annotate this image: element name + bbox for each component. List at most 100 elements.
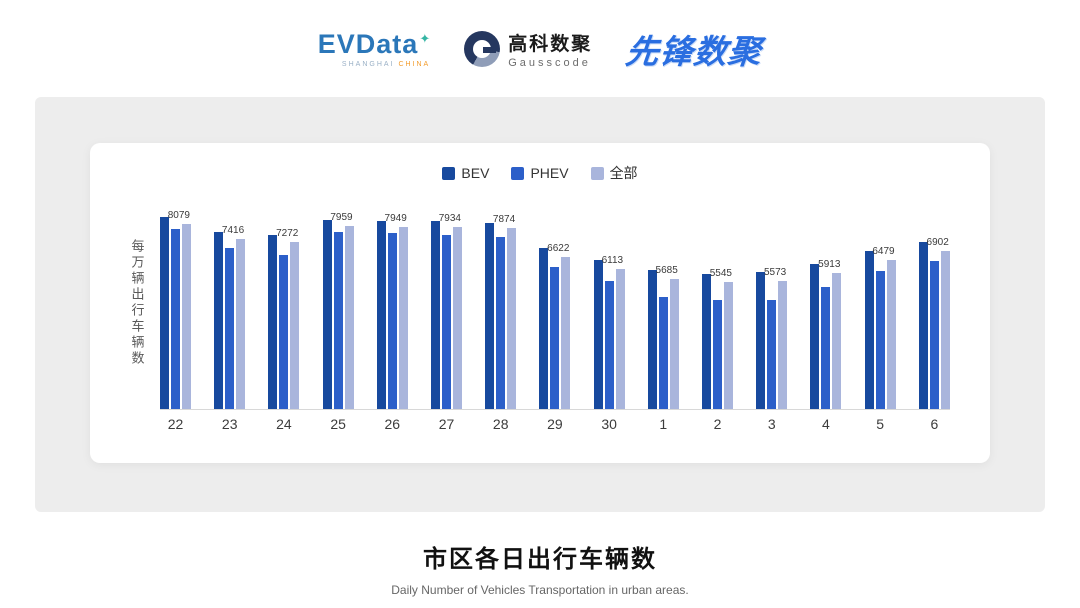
evdata-star-icon: ✦ [419, 31, 432, 46]
value-label-5: 6479 [872, 246, 895, 257]
bar-group-1: 5685 [647, 195, 679, 409]
bar-phev-28 [496, 237, 506, 409]
bar-phev-22 [171, 229, 180, 409]
bar-all-26 [398, 227, 408, 409]
x-axis-label-4: 4 [822, 416, 830, 432]
legend-item-bev[interactable]: BEV [442, 165, 489, 181]
legend-item-all[interactable]: 全部 [590, 163, 638, 183]
value-label-3: 5573 [763, 267, 787, 278]
bar-group-2: 5545 [702, 195, 734, 409]
bar-all-5 [886, 260, 896, 409]
bar-bev-5 [864, 251, 874, 409]
value-label-24: 7272 [276, 228, 299, 239]
x-axis-label-5: 5 [876, 416, 885, 432]
bar-bev-30 [593, 260, 603, 409]
bar-group-24: 7272 [268, 195, 300, 409]
gausscode-text: 高科数聚 Gausscode [508, 29, 592, 69]
evdata-text: EVData [317, 29, 419, 59]
x-axis-label-29: 29 [547, 416, 563, 432]
gausscode-cn-label: 高科数聚 [508, 33, 593, 55]
bar-group-26: 7949 [376, 195, 408, 409]
x-axis-label-30: 30 [601, 416, 617, 432]
bar-phev-27 [442, 235, 452, 409]
x-axis-label-25: 25 [330, 416, 346, 432]
evdata-subtext-shanghai: SHANGHAI [341, 61, 395, 68]
bar-bev-29 [539, 248, 549, 409]
bar-all-3 [778, 281, 788, 409]
bar-all-30 [615, 269, 625, 409]
bar-bev-2 [702, 274, 712, 409]
gausscode-en-label: Gausscode [508, 56, 591, 69]
value-label-30: 6113 [601, 255, 624, 266]
value-label-6: 6902 [926, 237, 949, 248]
x-axis-label-22: 22 [167, 416, 184, 432]
bar-bev-25 [322, 220, 332, 409]
bar-all-22 [182, 224, 191, 409]
x-axis-label-23: 23 [221, 416, 238, 432]
x-axis-label-27: 27 [438, 416, 455, 432]
legend-swatch-bev [442, 166, 456, 180]
bar-all-24 [290, 242, 300, 409]
bars-plot: 8079 7416 7272 7959 7949 7934 7874 6622 6113 5685… [160, 195, 950, 410]
bar-phev-4 [821, 287, 831, 409]
bar-bev-1 [647, 270, 657, 409]
page-subtitle: Daily Number of Vehicles Transportation … [391, 583, 689, 597]
bar-group-22: 8079 [160, 195, 191, 409]
bar-all-4 [832, 273, 842, 409]
legend-swatch-phev [511, 166, 525, 180]
bar-all-6 [940, 251, 950, 409]
legend-label-phev: PHEV [530, 165, 569, 181]
chart-card: BEV PHEV 全部 每万辆出行车辆数 8079 7416 7272 7959 7949 7… [90, 143, 990, 463]
x-axis-label-3: 3 [767, 416, 776, 432]
bar-bev-27 [431, 221, 441, 409]
bar-all-1 [669, 279, 679, 409]
value-label-22: 8079 [167, 210, 190, 221]
bar-group-27: 7934 [431, 195, 463, 409]
bar-group-23: 7416 [214, 195, 246, 409]
evdata-subtext-china: CHINA [398, 61, 431, 68]
bar-phev-5 [875, 271, 885, 409]
gausscode-icon [464, 30, 501, 67]
bar-group-29: 6622 [539, 195, 571, 409]
x-axis-label-1: 1 [659, 416, 668, 432]
value-label-27: 7934 [438, 213, 461, 224]
bar-group-5: 6479 [864, 195, 896, 409]
evdata-logo: EVData✦ SHANGHAI CHINA [318, 29, 430, 68]
value-label-25: 7959 [330, 212, 353, 223]
bar-bev-3 [756, 272, 766, 409]
evdata-wordmark: EVData✦ [318, 29, 430, 60]
value-label-29: 6622 [547, 243, 570, 254]
evdata-subtext: SHANGHAI CHINA [342, 61, 430, 68]
x-axis-label-2: 2 [713, 416, 722, 432]
legend-item-phev[interactable]: PHEV [511, 165, 569, 181]
bar-group-4: 5913 [810, 195, 842, 409]
chart-panel: BEV PHEV 全部 每万辆出行车辆数 8079 7416 7272 7959 7949 7… [35, 97, 1045, 512]
bar-all-29 [561, 257, 571, 409]
legend-swatch-all [590, 166, 604, 180]
bar-all-25 [344, 226, 354, 409]
gausscode-logo: 高科数聚 Gausscode [464, 29, 592, 69]
bar-bev-24 [268, 235, 278, 409]
page-title: 市区各日出行车辆数 [423, 546, 657, 573]
bar-all-2 [724, 282, 734, 409]
bar-bev-4 [810, 264, 820, 409]
bar-phev-2 [713, 300, 723, 409]
bar-phev-23 [225, 248, 235, 409]
bar-group-30: 6113 [593, 195, 625, 409]
value-label-23: 7416 [221, 225, 245, 236]
bar-all-23 [236, 239, 246, 409]
bar-phev-29 [550, 267, 560, 409]
bar-group-28: 7874 [485, 195, 517, 409]
bar-phev-1 [658, 297, 668, 409]
bar-group-6: 6902 [918, 195, 950, 409]
chart-legend: BEV PHEV 全部 [90, 143, 990, 183]
x-axis: 22 23 24 25 26 27 28 29 30 1 2 3 4 5 6 [160, 416, 950, 432]
pioneer-logo: 先锋数聚 [624, 32, 764, 70]
x-axis-label-28: 28 [492, 416, 509, 432]
bar-all-28 [507, 228, 517, 409]
header: EVData✦ SHANGHAI CHINA 高科数聚 Gausscode 先锋… [0, 0, 1080, 97]
legend-label-bev: BEV [461, 165, 490, 181]
bar-group-3: 5573 [756, 195, 788, 409]
x-axis-label-26: 26 [384, 416, 401, 432]
value-label-4: 5913 [818, 259, 841, 270]
